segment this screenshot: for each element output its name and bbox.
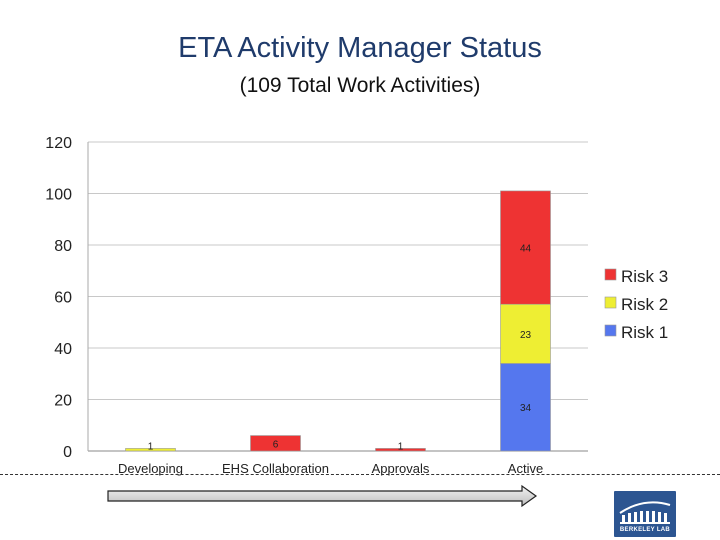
y-tick-label: 120 xyxy=(45,135,72,152)
y-tick-label: 0 xyxy=(63,444,72,461)
y-tick-label: 100 xyxy=(45,187,72,204)
x-tick-label: Approvals xyxy=(372,461,430,476)
legend-swatch xyxy=(604,296,617,309)
legend-swatch xyxy=(604,268,617,281)
y-tick-label: 20 xyxy=(54,393,72,410)
data-label: 1 xyxy=(398,441,404,452)
bar-segment xyxy=(250,435,301,452)
berkeley-lab-logo: BERKELEY LAB xyxy=(614,491,676,537)
bar-segment xyxy=(375,448,426,452)
data-label: 23 xyxy=(520,330,532,341)
y-tick-label: 60 xyxy=(54,290,72,307)
legend-label: Risk 1 xyxy=(621,323,668,342)
y-tick-label: 80 xyxy=(54,238,72,255)
data-label: 34 xyxy=(520,403,532,414)
y-tick-label: 40 xyxy=(54,341,72,358)
x-tick-label: Developing xyxy=(118,461,183,476)
chart-subtitle: (109 Total Work Activities) xyxy=(239,74,481,97)
divider-line xyxy=(0,474,720,475)
lab-building-icon xyxy=(619,501,671,524)
data-label: 6 xyxy=(273,439,279,450)
chart-title: ETA Activity Manager Status xyxy=(178,32,542,64)
bar-segment xyxy=(125,448,176,452)
progress-arrow-icon xyxy=(107,484,538,508)
x-tick-label: Active xyxy=(508,461,543,476)
legend-label: Risk 2 xyxy=(621,295,668,314)
bar-segment xyxy=(500,303,551,364)
legend-swatch xyxy=(604,324,617,337)
x-tick-label: EHS Collaboration xyxy=(222,461,329,476)
bar-segment xyxy=(500,363,551,452)
legend-label: Risk 3 xyxy=(621,267,668,286)
stacked-bar-chart: 0 20 40 60 80 100 120 1 Developing 6 EHS Collabora… xyxy=(45,135,668,476)
data-label: 44 xyxy=(520,244,532,255)
logo-text: BERKELEY LAB xyxy=(619,527,671,533)
bar-segment xyxy=(500,190,551,305)
data-label: 1 xyxy=(148,441,154,452)
